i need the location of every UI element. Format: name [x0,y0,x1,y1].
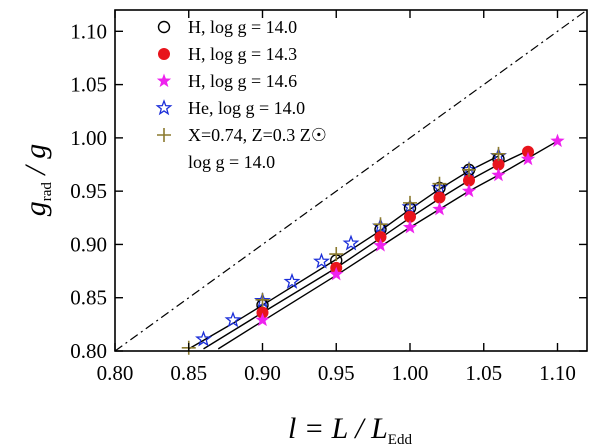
x-tick-label: 0.90 [244,361,281,385]
data-point-series-3 [520,151,536,166]
reference-line-layer [115,10,587,351]
x-axis-title: l = L / LEdd [288,412,412,445]
data-point-series-5 [432,176,447,191]
data-point-series-4 [224,311,242,328]
axis-ticks: 0.80 0.85 0.90 0.95 1.00 1.05 1.10 0.80 0.85 0.90… [70,10,587,385]
data-point-series-3 [432,201,447,216]
legend-marker-2 [158,48,170,60]
legend-marker-3 [156,73,172,88]
data-point-series-3 [491,167,506,182]
data-point-series-2 [492,158,505,171]
y-tick-label: 1.00 [70,126,107,150]
y-axis-title: grad / g [19,144,55,217]
legend-label-1: H, log g = 14.0 [188,17,297,37]
y-tick-label: 0.80 [70,339,107,363]
legend-label-2: H, log g = 14.3 [188,44,297,64]
data-point-series-5 [403,195,417,210]
y-tick-label: 0.95 [70,179,107,203]
legend-label-5: X=0.74, Z=0.3 Z☉ [188,125,327,145]
legend-marker-1 [157,20,171,34]
data-point-series-2 [374,230,387,243]
data-point-series-5 [462,162,476,177]
data-point-series-2 [463,174,475,187]
plot-frame [114,9,588,352]
legend-label-4: He, log g = 14.0 [188,98,305,118]
legend-label-3: H, log g = 14.6 [188,71,297,91]
x-tick-label: 1.00 [392,361,429,385]
x-tick-label: 1.10 [539,361,576,385]
reference-line [115,10,587,351]
data-point-series-3 [461,183,477,198]
data-point-series-3 [402,219,418,234]
data-point-series-3 [550,133,565,148]
y-tick-label: 1.10 [70,19,107,43]
data-point-series-2 [433,191,446,204]
data-point-series-3 [373,238,388,252]
x-tick-label: 1.05 [465,361,502,385]
data-point-series-4 [342,234,360,251]
data-point-series-5 [491,146,506,161]
data-point-series-4 [195,330,212,347]
data-point-series-5 [373,217,388,232]
fit-line-3 [217,140,558,350]
legend-marker-5 [157,128,171,142]
y-tick-label: 0.85 [70,286,107,310]
fit-lines-layer [188,140,558,350]
data-point-series-5 [329,247,344,262]
y-tick-label: 0.90 [70,232,107,256]
data-point-series-5 [255,292,270,307]
data-point-series-3 [255,312,270,327]
legend: H, log g = 14.0 H, log g = 14.3 H, log g =… [155,17,327,172]
y-tick-label: 1.05 [70,73,107,97]
x-tick-label: 0.95 [318,361,355,385]
data-point-series-4 [313,252,330,269]
data-point-series-2 [404,210,416,223]
legend-label-5: log g = 14.0 [188,152,275,172]
x-tick-label: 0.85 [170,361,207,385]
legend-marker-4 [155,99,173,116]
x-tick-label: 0.80 [97,361,134,385]
data-point-series-3 [329,266,344,281]
data-point-series-4 [283,272,301,289]
fit-line-2 [203,150,529,350]
fit-line-1 [188,155,499,350]
